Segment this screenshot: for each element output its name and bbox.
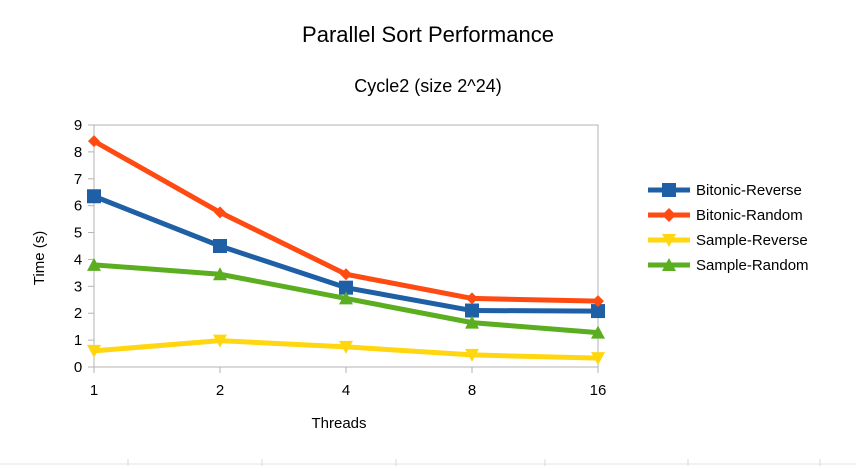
plot-area [93, 124, 599, 368]
series-bitonic-reverse [87, 189, 605, 319]
data-point [213, 267, 227, 281]
legend-item: Bitonic-Random [648, 207, 803, 224]
y-tick-label: 2 [74, 305, 82, 322]
data-point [339, 291, 353, 305]
series-layer [87, 135, 605, 366]
data-point [465, 315, 479, 329]
bottom-divider [0, 459, 856, 466]
legend-swatch-marker [662, 183, 676, 197]
data-point [339, 280, 353, 295]
x-axis-title: Threads [311, 415, 366, 432]
series-sample-random [87, 257, 605, 339]
x-tick-label: 1 [90, 382, 98, 399]
legend-label: Bitonic-Random [696, 207, 803, 224]
data-point [213, 239, 227, 253]
series-bitonic-random [88, 135, 604, 308]
data-point [591, 304, 605, 319]
y-axis-title: Time (s) [31, 231, 48, 285]
data-point [339, 340, 353, 354]
y-tick-label: 6 [74, 198, 82, 215]
x-axis: 1 2 4 8 16 [90, 367, 607, 399]
series-sample-reverse [87, 334, 605, 366]
y-tick-label: 5 [74, 225, 82, 242]
legend-swatch-marker [662, 234, 676, 247]
y-tick-label: 7 [74, 171, 82, 188]
data-point [340, 268, 352, 281]
x-tick-label: 16 [590, 382, 607, 399]
data-point [87, 257, 101, 271]
legend: Bitonic-Reverse Bitonic-Random Sample-Reve… [648, 182, 809, 274]
data-point [213, 334, 227, 348]
data-point [592, 295, 604, 308]
legend-swatch-marker [662, 258, 676, 271]
y-tick-label: 0 [74, 359, 82, 376]
chart-title: Parallel Sort Performance [302, 22, 554, 47]
data-point [214, 206, 226, 219]
data-point [465, 348, 479, 362]
legend-item: Sample-Random [648, 257, 809, 274]
legend-label: Bitonic-Reverse [696, 182, 802, 199]
y-tick-label: 9 [74, 117, 82, 134]
legend-item: Bitonic-Reverse [648, 182, 802, 199]
y-tick-label: 1 [74, 332, 82, 349]
x-tick-label: 2 [216, 382, 224, 399]
data-point [591, 352, 605, 366]
plot-border [93, 124, 599, 368]
data-point [87, 344, 101, 358]
x-tick-label: 4 [342, 382, 350, 399]
legend-item: Sample-Reverse [648, 232, 808, 249]
data-point [466, 292, 478, 305]
legend-swatch-marker [662, 208, 676, 222]
x-tick-label: 8 [468, 382, 476, 399]
legend-label: Sample-Reverse [696, 232, 808, 249]
data-point [87, 189, 101, 204]
legend-label: Sample-Random [696, 257, 809, 274]
data-point [591, 325, 605, 339]
y-tick-label: 8 [74, 144, 82, 161]
data-point [465, 303, 479, 318]
data-point [88, 135, 100, 148]
y-tick-label: 4 [74, 251, 82, 268]
y-axis: 0 1 2 3 4 5 6 7 8 9 [74, 117, 94, 376]
y-tick-label: 3 [74, 278, 82, 295]
chart-subtitle: Cycle2 (size 2^24) [354, 76, 502, 96]
